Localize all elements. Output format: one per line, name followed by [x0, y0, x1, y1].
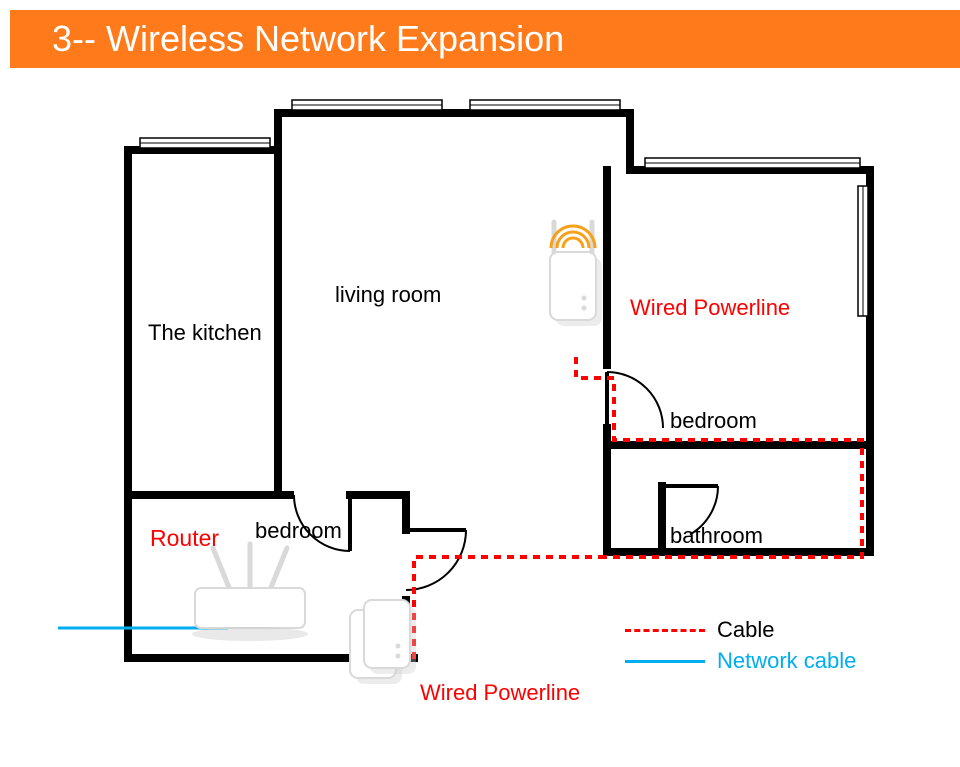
device-label-router: Router [150, 525, 219, 552]
room-label-living-room: living room [335, 282, 441, 308]
legend-network-cable: Network cable [625, 648, 856, 674]
legend-cable-text: Cable [717, 617, 774, 643]
legend-network-line [625, 660, 705, 663]
device-label-powerline-top: Wired Powerline [630, 295, 790, 321]
room-label-bedroom-right: bedroom [670, 408, 757, 434]
room-label-bathroom: bathroom [670, 523, 763, 549]
device-label-powerline-bottom: Wired Powerline [420, 680, 580, 706]
legend-network-text: Network cable [717, 648, 856, 674]
legend-cable: Cable [625, 617, 774, 643]
room-label-kitchen: The kitchen [148, 320, 262, 346]
room-label-bedroom-left: bedroom [255, 518, 342, 544]
legend-cable-line [625, 629, 705, 632]
